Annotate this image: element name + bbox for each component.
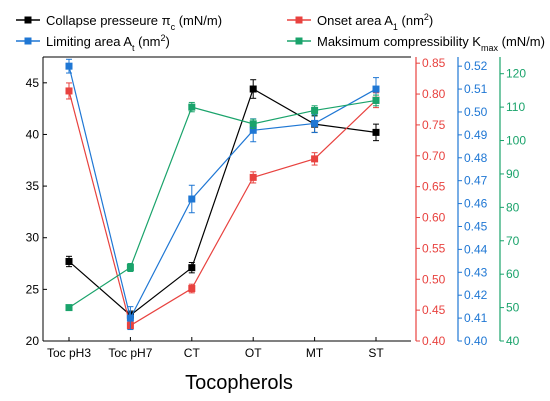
- y2-tick-label: 0.80: [422, 87, 446, 101]
- data-point: [65, 62, 73, 70]
- series-line-2: [68, 66, 377, 320]
- x-tick-label: Toc pH3: [47, 346, 91, 360]
- x-tick-label: CT: [184, 346, 201, 360]
- data-point: [249, 85, 257, 93]
- y1-tick-label: 35: [26, 179, 40, 193]
- y2-tick-label: 0.60: [422, 211, 446, 225]
- data-point: [188, 264, 196, 272]
- y4-tick-label: 50: [506, 301, 520, 315]
- x-tick-label: Toc pH7: [108, 346, 152, 360]
- x-axis-title: Tocopherols: [185, 372, 293, 394]
- series-line-0: [68, 88, 377, 316]
- y1-tick-label: 45: [26, 76, 40, 90]
- data-point: [249, 126, 257, 134]
- y3-tick-label: 0.51: [464, 82, 488, 96]
- y4-tick-label: 40: [506, 334, 520, 348]
- y4-tick-label: 60: [506, 267, 520, 281]
- legend-label: Limiting area At (nm2): [46, 33, 170, 53]
- y4-tick-label: 120: [506, 67, 526, 81]
- y3-tick-label: 0.46: [464, 197, 488, 211]
- y4-tick-label: 70: [506, 234, 520, 248]
- legend-label: Onset area A1 (nm2): [317, 12, 433, 32]
- legend-marker: [24, 37, 32, 45]
- y2-tick-label: 0.75: [422, 118, 446, 132]
- series-line-1: [68, 90, 377, 327]
- y3-tick-label: 0.48: [464, 151, 488, 165]
- x-tick-label: OT: [245, 346, 262, 360]
- data-point: [65, 257, 73, 265]
- y3-tick-label: 0.42: [464, 288, 488, 302]
- y1-tick-label: 25: [26, 282, 40, 296]
- y3-tick-label: 0.47: [464, 174, 488, 188]
- y3-tick-label: 0.50: [464, 105, 488, 119]
- y4-tick-label: 80: [506, 200, 520, 214]
- data-point: [188, 195, 196, 203]
- y2-tick-label: 0.70: [422, 149, 446, 163]
- y4-tick-label: 90: [506, 167, 520, 181]
- series-line-3: [68, 99, 377, 309]
- y4-tick-label: 110: [506, 100, 525, 114]
- data-point: [188, 103, 196, 111]
- data-point: [65, 304, 73, 312]
- data-point: [372, 96, 380, 104]
- y3-tick-label: 0.41: [464, 311, 488, 325]
- y3-tick-label: 0.45: [464, 219, 488, 233]
- legend-marker: [295, 16, 303, 24]
- data-point: [311, 119, 319, 127]
- y1-tick-label: 40: [26, 127, 40, 141]
- y3-tick-label: 0.44: [464, 242, 488, 256]
- legend-marker: [24, 16, 32, 24]
- data-point: [249, 173, 257, 181]
- y3-tick-label: 0.40: [464, 334, 488, 348]
- data-point: [311, 106, 319, 114]
- legend-marker: [295, 37, 303, 45]
- data-point: [65, 87, 73, 95]
- y2-tick-label: 0.40: [422, 334, 446, 348]
- y2-tick-label: 0.85: [422, 56, 446, 70]
- x-tick-label: ST: [368, 346, 384, 360]
- y1-tick-label: 20: [26, 334, 40, 348]
- y3-tick-label: 0.52: [464, 59, 488, 73]
- y1-tick-label: 30: [26, 231, 40, 245]
- data-point: [188, 285, 196, 293]
- x-tick-label: MT: [306, 346, 324, 360]
- data-point: [372, 128, 380, 136]
- y4-tick-label: 100: [506, 134, 526, 148]
- legend-label: Collapse presseure πc (mN/m): [46, 13, 222, 32]
- y2-tick-label: 0.65: [422, 180, 446, 194]
- data-point: [311, 155, 319, 163]
- data-point: [126, 263, 134, 271]
- y2-tick-label: 0.55: [422, 241, 446, 255]
- y3-tick-label: 0.49: [464, 128, 488, 142]
- y3-tick-label: 0.43: [464, 265, 488, 279]
- y2-tick-label: 0.50: [422, 272, 446, 286]
- data-point: [372, 85, 380, 93]
- y2-tick-label: 0.45: [422, 303, 446, 317]
- data-point: [126, 314, 134, 322]
- legend-label: Maksimum compressibility Kmax (mN/m): [317, 34, 545, 53]
- data-point: [249, 120, 257, 128]
